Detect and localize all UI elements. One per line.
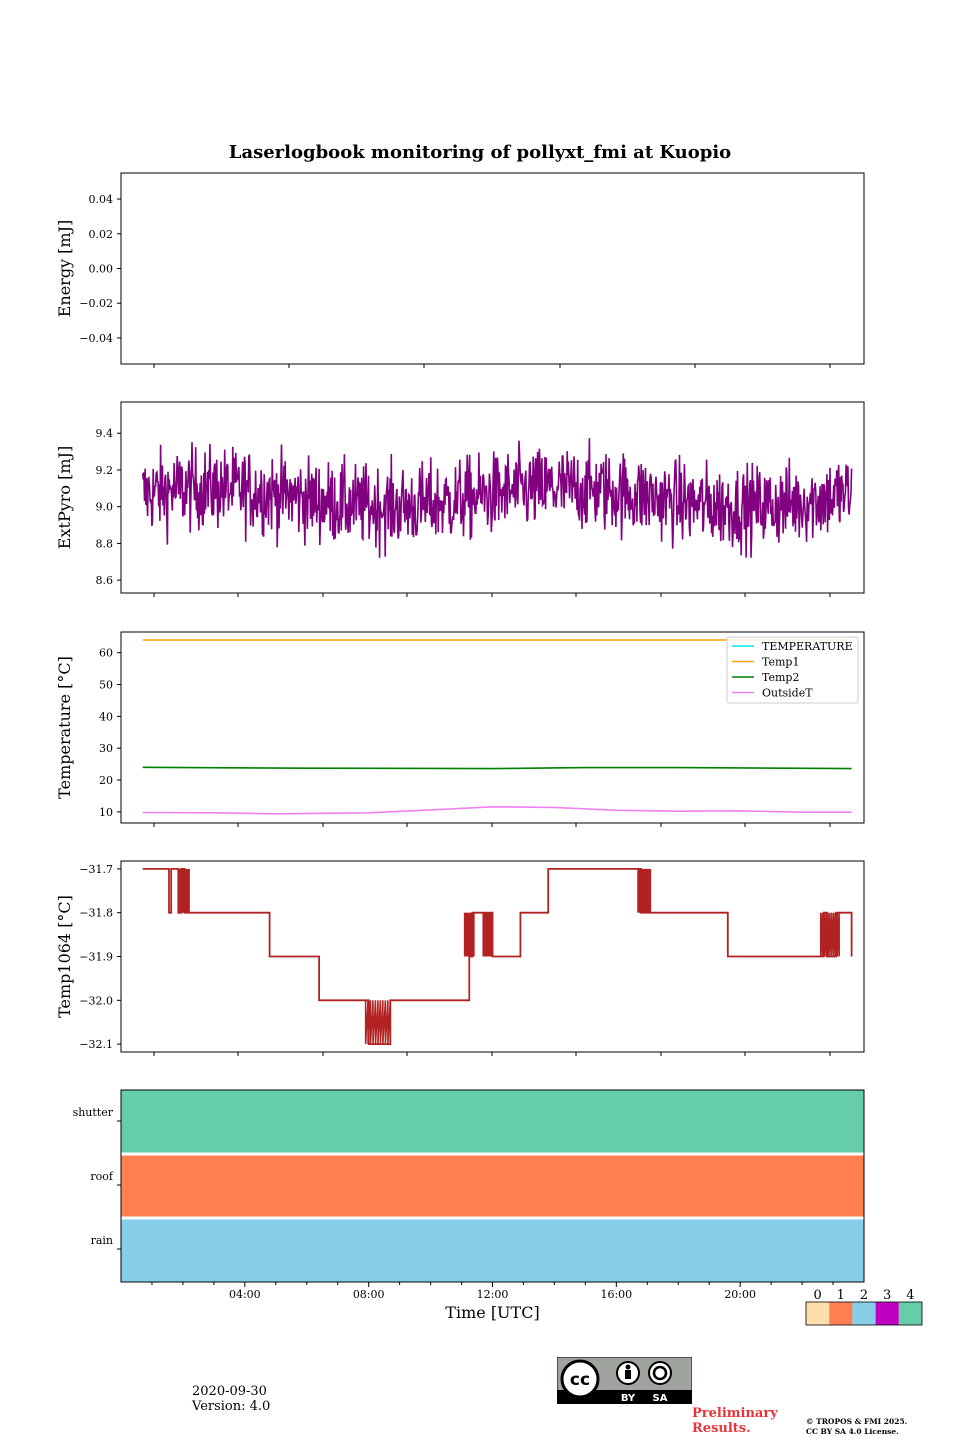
share-alike-icon	[648, 1361, 672, 1385]
copyright-line-1: © TROPOS & FMI 2025.	[806, 1417, 908, 1426]
status-xtick-label: 12:00	[477, 1288, 509, 1301]
extpyro-ytick-label: 8.8	[96, 537, 114, 550]
temperature-panel: Temperature [°C]102030405060TEMPERATURET…	[55, 631, 865, 827]
footer-info: 2020-09-30 Version: 4.0	[192, 1384, 270, 1414]
status-xtick-label: 16:00	[600, 1288, 632, 1301]
status-bar-rain	[121, 1219, 864, 1282]
extpyro-panel: ExtPyro [mJ] 8.6 8.8 9.0 9.2 9.4	[55, 401, 865, 597]
energy-panel: Energy [mJ] 0.04 0.02 0.00 −0.02 −0.04	[55, 172, 865, 368]
colorbar-swatch-4	[898, 1302, 922, 1325]
temp1064-ytick-label: −31.9	[79, 951, 113, 964]
extpyro-ytick-label: 9.0	[96, 501, 114, 514]
temp1064-oscillation	[364, 1000, 392, 1045]
colorbar-frame	[805, 1301, 923, 1326]
colorbar-label-0: 0	[813, 1288, 821, 1303]
share-alike-arrow-icon	[652, 1365, 668, 1381]
cc-by-sa-badge: cc BY SA	[557, 1357, 692, 1404]
temp1064-ytick-label: −31.8	[79, 907, 113, 920]
preliminary-line-1: Preliminary	[692, 1406, 778, 1421]
copyright-line-2: CC BY SA 4.0 License.	[806, 1427, 899, 1436]
legend-label-temperature: TEMPERATURE	[762, 640, 853, 653]
panels: Energy [mJ] 0.04 0.02 0.00 −0.02 −0.04 ExtPyro…	[55, 172, 923, 1326]
temp1064-ytick-label: −31.7	[79, 863, 113, 876]
status-xtick-label: 08:00	[353, 1288, 385, 1301]
attribution-person-head-icon	[625, 1364, 631, 1370]
temperature-series-temp2	[142, 766, 852, 770]
temp1064-ytick-label: −32.0	[79, 994, 113, 1007]
legend-label-temp1: Temp1	[762, 656, 799, 669]
temp1064-oscillation	[179, 868, 190, 913]
colorbar-swatch-3	[875, 1302, 899, 1325]
temp1064-oscillation	[482, 912, 494, 957]
temp1064-series-line	[142, 868, 853, 1045]
status-bar-shutter	[121, 1090, 864, 1153]
cc-logo-icon	[560, 1359, 600, 1399]
temp1064-oscillation	[819, 912, 840, 957]
cc-by-label: BY	[621, 1393, 636, 1404]
temperature-ytick-label: 10	[99, 806, 113, 819]
colorbar-label-2: 2	[860, 1288, 868, 1303]
copyright-note: © TROPOS & FMI 2025. CC BY SA 4.0 Licens…	[806, 1417, 907, 1437]
status-xlabel: Time [UTC]	[445, 1303, 539, 1322]
figure-title: Laserlogbook monitoring of pollyxt_fmi a…	[229, 142, 731, 163]
energy-ylabel: Energy [mJ]	[55, 220, 74, 318]
temperature-legend: TEMPERATURE Temp1 Temp2 OutsideT	[726, 636, 859, 704]
temperature-ytick-label: 50	[99, 679, 113, 692]
status-xtick-label: 04:00	[229, 1288, 261, 1301]
colorbar-swatch-2	[852, 1302, 876, 1325]
legend-label-temp2: Temp2	[762, 671, 799, 684]
colorbar-label-1: 1	[837, 1288, 845, 1303]
status-xtick-label: 20:00	[724, 1288, 756, 1301]
extpyro-ytick-label: 9.4	[96, 427, 114, 440]
preliminary-line-2: Results.	[692, 1421, 751, 1436]
temperature-ytick-label: 20	[99, 774, 113, 787]
extpyro-ytick-label: 9.2	[96, 464, 114, 477]
temperature-ylabel: Temperature [°C]	[55, 656, 74, 799]
cc-logo-text: cc	[570, 1370, 590, 1390]
cc-sa-label: SA	[653, 1393, 668, 1404]
temperature-ytick-label: 60	[99, 647, 113, 660]
status-row-label-rain: rain	[91, 1234, 113, 1247]
temp1064-oscillation	[637, 868, 652, 913]
extpyro-ytick-label: 8.6	[96, 574, 114, 587]
energy-ytick-label: 0.02	[89, 228, 114, 241]
colorbar-swatch-0	[806, 1302, 830, 1325]
energy-ytick-label: −0.04	[79, 332, 113, 345]
preliminary-note: Preliminary Results.	[692, 1406, 778, 1436]
status-row-label-shutter: shutter	[73, 1106, 114, 1119]
temp1064-ytick-label: −32.1	[79, 1038, 113, 1051]
footer-date: 2020-09-30	[192, 1384, 267, 1399]
temperature-ytick-label: 40	[99, 710, 113, 723]
status-bar-roof	[121, 1155, 864, 1217]
energy-ytick-label: 0.00	[89, 263, 114, 276]
temp1064-ylabel: Temp1064 [°C]	[55, 895, 74, 1018]
energy-ytick-label: 0.04	[89, 193, 114, 206]
extpyro-series-line	[141, 438, 853, 558]
colorbar-label-4: 4	[906, 1288, 914, 1303]
temp1064-oscillation	[463, 912, 475, 957]
temperature-series-outsidet	[142, 805, 852, 815]
footer-version: Version: 4.0	[192, 1399, 271, 1414]
colorbar-label-3: 3	[883, 1288, 891, 1303]
energy-ytick-label: −0.02	[79, 297, 113, 310]
legend-label-outsidet: OutsideT	[762, 687, 813, 700]
extpyro-ylabel: ExtPyro [mJ]	[55, 446, 74, 549]
temperature-ytick-label: 30	[99, 742, 113, 755]
status-panel: shutter roof rain 04:00 08:00 12:00 16:00 20:00…	[73, 1089, 923, 1326]
colorbar-swatch-1	[829, 1302, 853, 1325]
temp1064-panel: Temp1064 [°C] −31.7 −31.8 −31.9 −32.0 −32.1	[55, 860, 865, 1056]
status-row-label-roof: roof	[90, 1170, 114, 1183]
energy-axes-frame	[120, 172, 865, 365]
legend-box	[726, 636, 859, 704]
attribution-person-body-icon	[625, 1370, 631, 1379]
